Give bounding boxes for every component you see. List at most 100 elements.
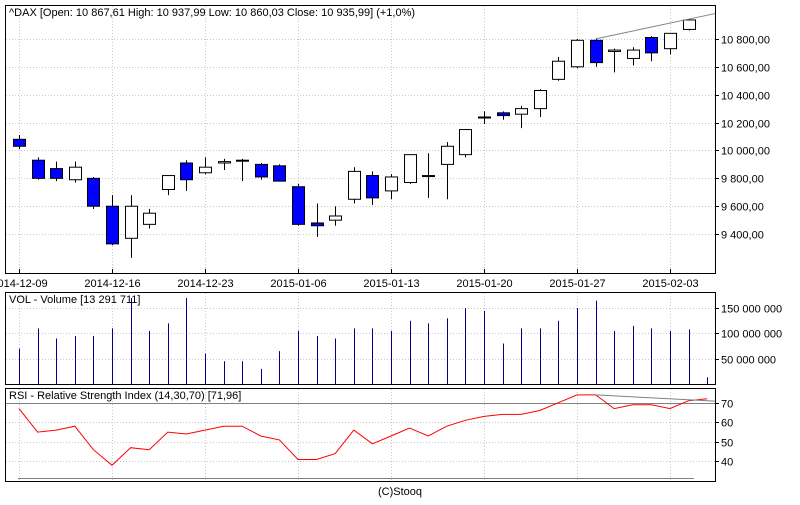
candle-body <box>50 168 63 179</box>
price-x-axis: 2014-12-09 2014-12-16 2014-12-23 2015-01-06… <box>0 269 699 290</box>
price-candle <box>199 157 212 175</box>
candle-body <box>441 145 454 165</box>
price-candle <box>515 105 528 129</box>
price-y-tick-label: 10 800,00 <box>721 35 770 47</box>
price-x-tick-label: 2014-12-16 <box>84 278 140 290</box>
volume-y-axis: 50 000 000 100 000 000 150 000 000 <box>715 304 782 367</box>
rsi-trend-line <box>595 394 716 402</box>
rsi-y-axis: 40 50 60 70 <box>715 399 733 469</box>
price-candle <box>273 164 286 182</box>
candle-body <box>515 108 528 115</box>
price-y-tick-label: 9 400,00 <box>721 230 764 242</box>
price-candle <box>627 47 640 66</box>
price-candle <box>590 38 603 67</box>
candle-body <box>13 138 26 147</box>
volume-y-tick-label: 100 000 000 <box>721 329 782 341</box>
price-y-tick-label: 10 400,00 <box>721 91 770 103</box>
price-y-tick-label: 10 200,00 <box>721 119 770 131</box>
candle-body <box>329 215 342 221</box>
price-x-tick-label: 2014-12-09 <box>0 278 48 290</box>
volume-panel-frame <box>5 292 716 385</box>
candle-body <box>608 49 621 52</box>
price-trend-line <box>595 13 716 40</box>
price-candle <box>218 158 231 170</box>
price-candle <box>162 175 175 196</box>
candle-body <box>69 166 82 181</box>
candle-body <box>32 159 45 179</box>
price-y-axis: 9 400,00 9 600,00 9 800,00 10 000,00 10 200,… <box>715 35 770 242</box>
candle-body <box>590 39 603 64</box>
candle-body <box>311 222 324 227</box>
candle-body <box>385 176 398 192</box>
candle-body <box>645 37 658 54</box>
rsi-y-tick-label: 50 <box>721 438 733 450</box>
candle-body <box>348 170 361 200</box>
candle-body <box>218 161 231 164</box>
price-x-tick-label: 2015-01-27 <box>549 278 605 290</box>
price-candle <box>478 111 491 124</box>
price-candle <box>32 157 45 180</box>
price-candle <box>664 32 677 55</box>
price-panel-frame <box>5 5 716 274</box>
price-candle <box>50 161 63 182</box>
price-candle <box>255 163 268 180</box>
price-candle <box>143 209 156 229</box>
rsi-y-tick-label: 70 <box>721 399 733 411</box>
candle-body <box>273 165 286 182</box>
price-candle <box>292 183 305 226</box>
price-y-tick-label: 10 600,00 <box>721 63 770 75</box>
price-y-tick-label: 10 000,00 <box>721 146 770 158</box>
price-candle <box>311 203 324 237</box>
rsi-y-tick-label: 40 <box>721 457 733 469</box>
price-candle <box>180 160 193 191</box>
candle-body <box>143 212 156 225</box>
volume-y-tick-label: 50 000 000 <box>721 355 776 367</box>
price-candle <box>571 38 584 69</box>
price-candle <box>87 176 100 210</box>
candle-body <box>236 159 249 162</box>
price-candle <box>552 57 565 81</box>
price-candle <box>645 36 658 62</box>
candle-body <box>125 205 138 239</box>
candle-body <box>366 175 379 199</box>
candle-body <box>87 177 100 207</box>
price-grid <box>6 6 715 273</box>
volume-bars <box>19 298 708 384</box>
volume-y-tick-label: 150 000 000 <box>721 304 782 316</box>
price-candle <box>329 206 342 226</box>
footer-credit: (C)Stooq <box>377 486 423 498</box>
price-x-tick-label: 2015-01-13 <box>363 278 419 290</box>
price-y-tick-label: 9 600,00 <box>721 202 764 214</box>
candle-body <box>255 163 268 178</box>
volume-panel-header: VOL - Volume [13 291 711] <box>9 294 141 306</box>
price-candle <box>366 171 379 205</box>
candle-body <box>422 175 435 178</box>
candle-body <box>627 49 640 59</box>
price-candle <box>125 195 138 258</box>
price-x-tick-label: 2014-12-23 <box>177 278 233 290</box>
candle-body <box>497 112 510 117</box>
price-panel-header: ^DAX [Open: 10 867,61 High: 10 937,99 Lo… <box>9 7 416 19</box>
rsi-series-line <box>18 394 708 466</box>
price-candle <box>69 161 82 183</box>
candle-body <box>552 60 565 80</box>
price-x-tick-label: 2015-01-06 <box>270 278 326 290</box>
price-candle <box>348 167 361 204</box>
candle-body <box>478 116 491 119</box>
price-candle <box>534 89 547 117</box>
candle-body <box>534 90 547 110</box>
price-candle <box>385 174 398 200</box>
price-candles <box>13 19 696 258</box>
price-candle <box>608 48 621 73</box>
price-x-tick-label: 2015-01-20 <box>456 278 512 290</box>
price-candle <box>441 142 454 200</box>
price-candle <box>497 111 510 120</box>
price-candle <box>404 154 417 184</box>
price-candle <box>459 129 472 158</box>
candle-body <box>162 175 175 190</box>
candle-body <box>199 166 212 174</box>
rsi-y-tick-label: 60 <box>721 418 733 430</box>
price-x-tick-label: 2015-02-03 <box>642 278 698 290</box>
